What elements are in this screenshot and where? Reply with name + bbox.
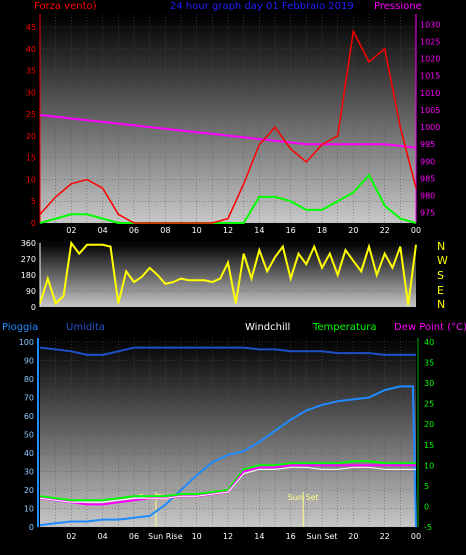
direction-plot-area	[40, 243, 416, 307]
direction-tick-label: 270	[21, 255, 36, 264]
windchill-legend: Windchill	[245, 322, 291, 333]
temp-x-tick-label: 10	[192, 532, 202, 541]
rain-axis-title: Pioggia	[2, 322, 39, 333]
rain-humidity-tick-label: 40	[24, 449, 34, 458]
rain-line	[39, 385, 417, 528]
pressure-line	[39, 114, 417, 149]
wind-x-tick-label: 20	[348, 226, 358, 235]
pressure-tick-label: 1020	[420, 55, 440, 64]
temperature-tick-label: 20	[424, 420, 434, 429]
temperature-tick-label: 40	[424, 338, 434, 347]
direction-tick-label: 180	[21, 271, 36, 280]
temp-x-tick-label: 12	[223, 532, 233, 541]
rain-humidity-tick-label: 90	[24, 357, 34, 366]
temperature-tick-label: 5	[424, 482, 429, 491]
temp-plot-area	[40, 338, 416, 527]
wind-x-tick-label: 12	[223, 226, 233, 235]
direction-tick-label: 360	[21, 239, 36, 248]
wind-x-tick-label: 06	[129, 226, 139, 235]
humidity-line	[39, 346, 416, 356]
pressure-tick-label: 990	[420, 157, 435, 166]
sunset-marker-label: Sun Set	[288, 493, 319, 502]
dewpoint-legend: Dew Point (°C)	[394, 322, 466, 333]
temperature-tick-label: 35	[424, 359, 434, 368]
rain-humidity-tick-label: 70	[24, 394, 34, 403]
wind-x-tick-label: 18	[317, 226, 327, 235]
compass-n-bottom: N	[437, 298, 446, 311]
temperature-tick-label: 0	[424, 502, 429, 511]
compass-n-top: N	[437, 240, 446, 253]
rain-humidity-tick-label: 50	[24, 431, 34, 440]
wind-tick-label: 5	[31, 197, 36, 206]
wind-tick-label: 15	[26, 154, 36, 163]
rain-humidity-tick-label: 0	[29, 523, 34, 532]
wind-x-tick-label: 02	[66, 226, 76, 235]
pressure-tick-label: 995	[420, 140, 435, 149]
pressure-tick-label: 1015	[420, 72, 440, 81]
direction-tick-label: 0	[31, 303, 36, 312]
rain-humidity-tick-label: 10	[24, 505, 34, 514]
compass-w: W	[437, 254, 448, 267]
temperature-tick-label: -5	[424, 523, 432, 532]
pressure-tick-label: 1000	[420, 123, 440, 132]
wind-tick-label: 45	[26, 23, 36, 32]
wind-gust-line	[39, 28, 417, 224]
compass-e: E	[437, 284, 444, 297]
temperature-tick-label: 15	[424, 441, 434, 450]
temp-x-tick-label: 00	[411, 532, 421, 541]
windchill-line	[39, 466, 416, 503]
wind-tick-label: 25	[26, 110, 36, 119]
wind-x-tick-label: 22	[380, 226, 390, 235]
pressure-tick-label: 1025	[420, 37, 440, 46]
pressure-tick-label: 1030	[420, 20, 440, 29]
wind-x-tick-label: 14	[254, 226, 264, 235]
temperature-legend: Temperatura	[313, 322, 377, 333]
temperature-tick-label: 30	[424, 379, 434, 388]
rain-humidity-tick-label: 20	[24, 486, 34, 495]
wind-x-tick-label: 10	[192, 226, 202, 235]
temp-x-tick-label: 02	[66, 532, 76, 541]
pressure-tick-label: 985	[420, 174, 435, 183]
wind-average-line	[39, 173, 417, 224]
compass-s: S	[437, 269, 444, 282]
wind-tick-label: 30	[26, 88, 36, 97]
humidity-axis-title: Umidita	[66, 322, 106, 333]
wind-axis-title: Forza vento)	[34, 1, 97, 12]
rain-humidity-tick-label: 80	[24, 375, 34, 384]
wind-tick-label: 40	[26, 45, 36, 54]
wind-tick-label: 20	[26, 132, 36, 141]
direction-tick-label: 90	[26, 287, 36, 296]
wind-x-tick-label: 08	[160, 226, 170, 235]
temp-x-tick-label: 16	[286, 532, 296, 541]
rain-humidity-tick-label: 100	[19, 338, 34, 347]
temp-x-tick-label: Sun Rise	[148, 532, 183, 541]
temp-x-tick-label: 20	[348, 532, 358, 541]
wind-tick-label: 0	[31, 219, 36, 228]
temperature-tick-label: 25	[424, 400, 434, 409]
pressure-tick-label: 980	[420, 192, 435, 201]
temperature-tick-label: 10	[424, 461, 434, 470]
temp-x-tick-label: Sun Set	[307, 532, 338, 541]
wind-direction-line	[39, 240, 417, 306]
temp-x-tick-label: 14	[254, 532, 264, 541]
rain-humidity-tick-label: 60	[24, 412, 34, 421]
temp-x-tick-label: 06	[129, 532, 139, 541]
pressure-tick-label: 975	[420, 209, 435, 218]
temp-x-tick-label: 04	[98, 532, 108, 541]
wind-x-tick-label: 04	[98, 226, 108, 235]
wind-tick-label: 35	[26, 67, 36, 76]
temp-x-tick-label: 22	[380, 532, 390, 541]
wind-x-tick-label: 16	[286, 226, 296, 235]
pressure-tick-label: 1010	[420, 89, 440, 98]
chart-title: 24 hour graph day 01 Febbraio 2019	[170, 1, 354, 12]
pressure-tick-label: 1005	[420, 106, 440, 115]
pressure-axis-title: Pressione	[374, 1, 422, 12]
wind-x-tick-label: 00	[411, 226, 421, 235]
rain-humidity-tick-label: 30	[24, 468, 34, 477]
wind-tick-label: 10	[26, 175, 36, 184]
temperature-line	[39, 460, 416, 502]
